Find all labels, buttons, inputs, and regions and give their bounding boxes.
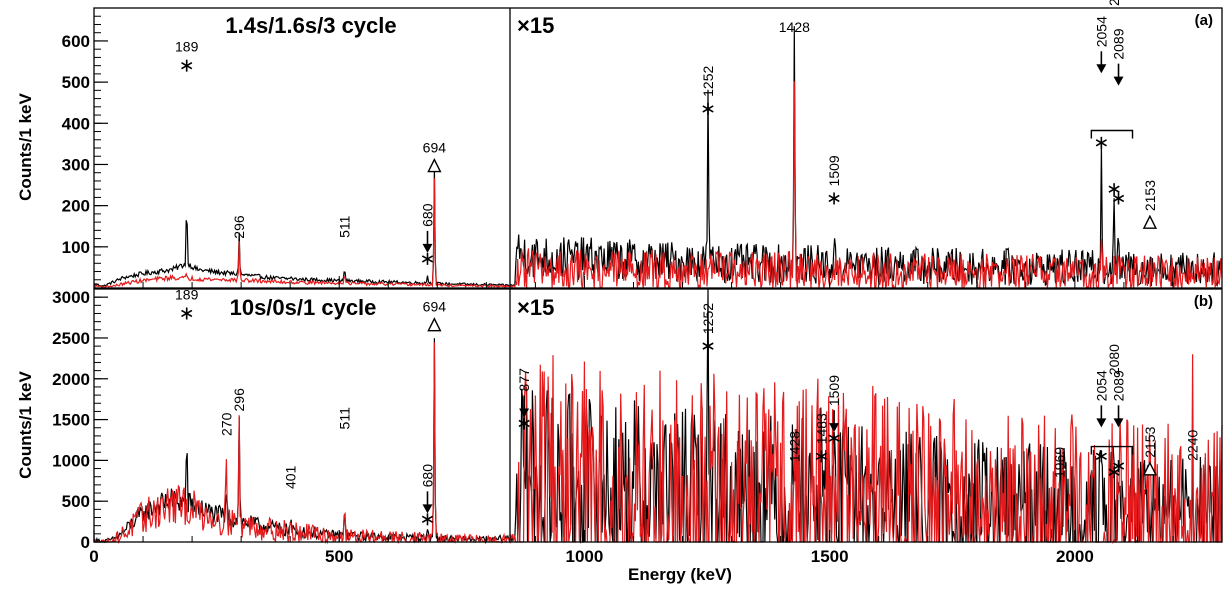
panel-frame xyxy=(93,288,1223,543)
star-marker xyxy=(181,307,193,320)
star-marker xyxy=(1112,460,1125,473)
star-marker xyxy=(421,252,434,265)
star-marker xyxy=(702,102,714,115)
arrow-head xyxy=(422,243,433,253)
x-axis-title: Energy (keV) xyxy=(628,565,732,584)
peak-label: 680 xyxy=(419,203,435,227)
y-tick-label: 300 xyxy=(62,155,90,174)
arrow-head xyxy=(1096,64,1107,74)
peak-label: 511 xyxy=(337,407,353,430)
peak-label: 270 xyxy=(218,412,234,436)
arrow-head xyxy=(829,423,840,433)
star-marker xyxy=(1112,192,1125,205)
peak-label: 296 xyxy=(231,388,247,412)
star-marker xyxy=(1095,450,1107,463)
peak-label: 1252 xyxy=(700,303,716,334)
y-tick-label: 200 xyxy=(62,197,90,216)
peak-label: 2080 xyxy=(1106,344,1122,375)
y-tick-label: 500 xyxy=(62,73,90,92)
arrow-head xyxy=(1096,418,1107,428)
y-tick-label: 2000 xyxy=(52,370,90,389)
panel-frame xyxy=(93,7,1223,289)
peak-label: 296 xyxy=(231,215,247,239)
arrow-head xyxy=(1113,76,1124,86)
panel-b-zoom-label: ×15 xyxy=(517,295,554,320)
y-tick-label: 0 xyxy=(81,533,90,552)
peak-label: 1969 xyxy=(1052,447,1068,478)
doublet-bracket xyxy=(1090,445,1134,455)
peak-label: 2054 xyxy=(1093,16,1109,47)
peak-label: 511 xyxy=(337,215,353,238)
arrow-head xyxy=(422,504,433,514)
peak-label: 2089 xyxy=(1111,28,1127,59)
peak-label: 1509 xyxy=(826,155,842,186)
star-marker xyxy=(702,340,714,353)
peak-label: 1428 xyxy=(786,431,802,462)
doublet-bracket xyxy=(1090,129,1134,139)
panel-a-condition-label: 1.4s/1.6s/3 cycle xyxy=(225,13,396,38)
panel-b-tag: (b) xyxy=(1194,293,1213,310)
y-tick-label: 100 xyxy=(62,238,90,257)
y-axis-title-panel-b: Counts/1 keV xyxy=(16,370,35,478)
peak-label: 1509 xyxy=(826,375,842,406)
panel-a-tag: (a) xyxy=(1195,12,1213,29)
star-marker xyxy=(828,432,840,445)
peak-label: 694 xyxy=(423,299,447,315)
y-tick-label: 600 xyxy=(62,32,90,51)
panel-b-condition-label: 10s/0s/1 cycle xyxy=(230,295,377,320)
peak-label: 2080 xyxy=(1106,0,1122,6)
triangle-marker xyxy=(1142,461,1158,476)
y-axis-title-panel-a: Counts/1 keV xyxy=(16,92,35,200)
star-marker xyxy=(421,513,434,526)
x-tick-label: 0 xyxy=(89,547,98,566)
y-tick-label: 3000 xyxy=(52,288,90,307)
spectrum-line-red xyxy=(93,342,1223,545)
x-tick-label: 1000 xyxy=(566,547,604,566)
x-tick-label: 1500 xyxy=(811,547,849,566)
star-marker xyxy=(828,192,840,205)
peak-label: 2240 xyxy=(1185,430,1201,461)
star-marker xyxy=(1108,183,1120,196)
star-marker xyxy=(181,59,193,72)
arrow-head xyxy=(1113,418,1124,428)
spectrum-line-black xyxy=(93,26,1223,288)
star-marker xyxy=(815,450,827,463)
x-tick-label: 2000 xyxy=(1056,547,1094,566)
triangle-marker xyxy=(427,317,442,332)
triangle-marker xyxy=(427,157,442,173)
peak-label: 1483 xyxy=(813,413,829,444)
x-tick-label: 500 xyxy=(325,547,353,566)
y-tick-label: 1000 xyxy=(52,451,90,470)
triangle-marker xyxy=(1142,214,1158,229)
peak-label: 2089 xyxy=(1111,370,1127,401)
panel-a: 100 200 300 400 500 600 189 296 511 680 694 1252 142… xyxy=(62,0,1223,290)
peak-label: 1252 xyxy=(700,66,716,97)
peak-label: 877 xyxy=(516,368,532,392)
panel-b: 0 500 1000 1500 2000 2500 3000 0 500 1000 1500 2000… xyxy=(52,286,1223,566)
star-marker xyxy=(518,417,530,430)
peak-label: 1428 xyxy=(779,19,810,35)
peak-label: 694 xyxy=(423,140,447,156)
peak-label: 189 xyxy=(175,39,199,55)
peak-label: 2153 xyxy=(1142,426,1158,457)
y-tick-label: 2500 xyxy=(52,329,90,348)
peak-label: 680 xyxy=(419,464,435,488)
peak-label: 401 xyxy=(283,465,299,489)
peak-label: 2153 xyxy=(1142,180,1158,211)
y-tick-label: 500 xyxy=(62,492,90,511)
spectrum-line-red xyxy=(93,81,1223,290)
peak-label: 189 xyxy=(175,286,199,302)
y-tick-label: 400 xyxy=(62,114,90,133)
star-marker xyxy=(1095,136,1107,149)
arrow-head xyxy=(519,408,530,418)
panel-a-zoom-label: ×15 xyxy=(517,13,554,38)
peak-label: 2054 xyxy=(1093,370,1109,401)
y-tick-label: 1500 xyxy=(52,411,90,430)
